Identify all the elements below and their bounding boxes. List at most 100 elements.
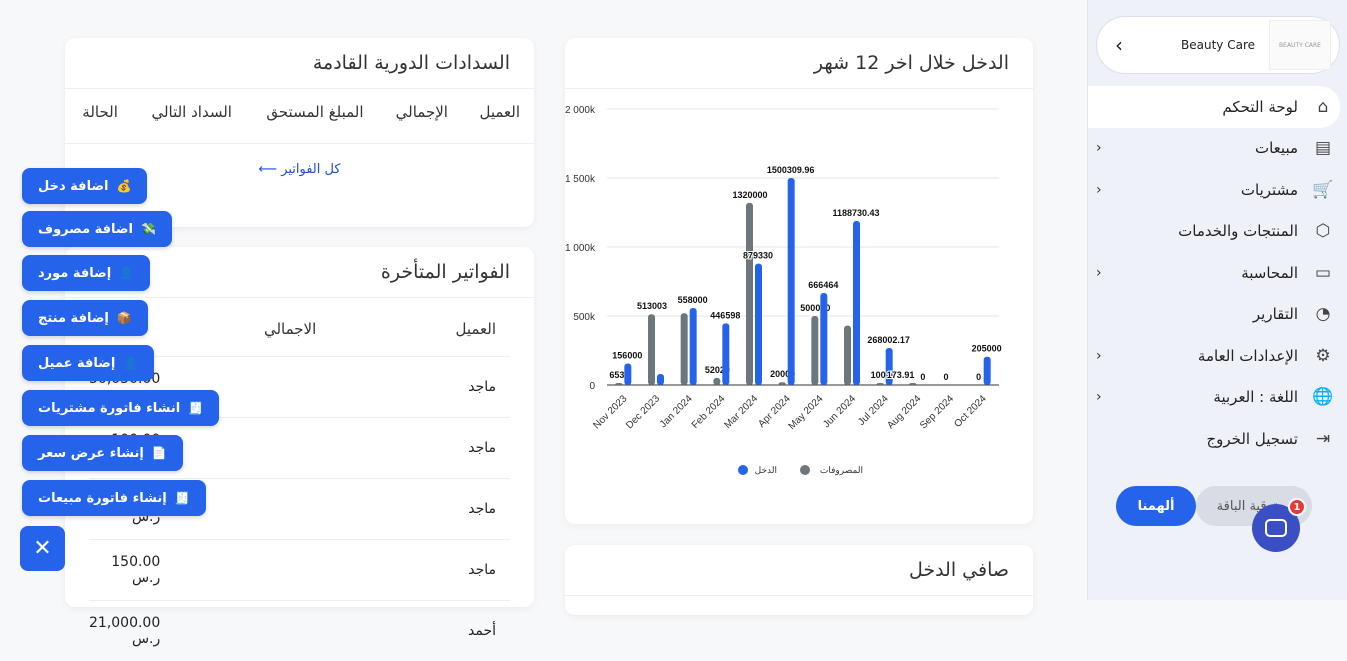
quick-action-button-1[interactable]: 💸 اضافة مصروف bbox=[22, 211, 172, 247]
x-tick-label: May 2024 bbox=[787, 393, 826, 432]
x-tick-label: Sep 2024 bbox=[918, 393, 956, 431]
chevron-icon: ‹ bbox=[1096, 182, 1102, 198]
x-tick-label: Dec 2023 bbox=[624, 393, 662, 431]
action-icon: 📄 bbox=[152, 446, 167, 460]
chevron-icon: ‹ bbox=[1096, 348, 1102, 364]
action-label: إضافة عميل bbox=[38, 356, 115, 371]
action-label: إنشاء فاتورة مبيعات bbox=[38, 491, 167, 506]
nav-label: مشتريات bbox=[1241, 181, 1298, 199]
nav-label: تسجيل الخروج bbox=[1206, 430, 1298, 448]
total-cell: 150.00 ر.س bbox=[89, 540, 330, 601]
bar-expense[interactable] bbox=[681, 313, 688, 385]
client-cell: ماجد bbox=[330, 540, 510, 601]
column-header: الحالة bbox=[65, 89, 132, 135]
bar-expense[interactable] bbox=[844, 326, 851, 385]
chat-launcher-button[interactable]: 1 bbox=[1252, 504, 1300, 552]
sidebar-item-7[interactable]: 🌐اللغة : العربية‹ bbox=[1088, 377, 1347, 419]
upcoming-title: السدادات الدورية القادمة bbox=[65, 38, 534, 89]
bar-income[interactable] bbox=[788, 178, 795, 385]
nav-icon: ⌂ bbox=[1312, 97, 1334, 117]
action-label: انشاء فاتورة مشتريات bbox=[38, 401, 180, 416]
column-header: العميل bbox=[330, 298, 510, 357]
nav-icon: ⇥ bbox=[1312, 429, 1334, 449]
x-tick-label: Jan 2024 bbox=[658, 393, 695, 430]
bar-expense[interactable] bbox=[877, 383, 884, 385]
bar-expense[interactable] bbox=[909, 383, 916, 385]
data-label: 205000 bbox=[972, 344, 1002, 354]
collapse-chevron-icon[interactable]: ‹ bbox=[1115, 33, 1123, 57]
legend-income-marker bbox=[738, 465, 748, 475]
chat-icon bbox=[1265, 519, 1287, 537]
bar-expense[interactable] bbox=[615, 383, 622, 385]
nav-label: المحاسبة bbox=[1241, 264, 1298, 282]
inspire-us-button[interactable]: ألهمنا bbox=[1116, 486, 1196, 526]
action-icon: 🧾 bbox=[175, 491, 190, 505]
quick-action-button-0[interactable]: 💰 اضافة دخل bbox=[22, 168, 147, 204]
nav-label: التقارير bbox=[1253, 305, 1298, 323]
bar-expense[interactable] bbox=[779, 382, 786, 385]
close-actions-button[interactable]: ✕ bbox=[20, 526, 65, 571]
quick-action-button-5[interactable]: 🧾 انشاء فاتورة مشتريات bbox=[22, 390, 219, 426]
column-header: المبلغ المستحق bbox=[246, 89, 378, 135]
x-tick-label: Jun 2024 bbox=[821, 393, 858, 430]
bar-expense[interactable] bbox=[713, 378, 720, 385]
bar-income[interactable] bbox=[722, 323, 729, 385]
nav-label: لوحة التحكم bbox=[1222, 98, 1298, 116]
chart-title: الدخل خلال اخر 12 شهر bbox=[565, 38, 1033, 89]
sidebar-item-0[interactable]: ⌂ لوحة التحكم bbox=[1088, 86, 1340, 128]
sidebar-item-4[interactable]: ▭المحاسبة‹ bbox=[1088, 252, 1347, 294]
all-invoices-link[interactable]: كل الفواتير ⟵ bbox=[258, 162, 340, 177]
nav-icon: ⬡ bbox=[1312, 221, 1334, 241]
data-label: 1500309.96 bbox=[767, 165, 815, 175]
data-label: 1320000 bbox=[732, 190, 767, 200]
action-icon: 🧾 bbox=[188, 401, 203, 415]
y-tick-label: 500k bbox=[573, 312, 596, 323]
bar-expense[interactable] bbox=[811, 316, 818, 385]
client-cell: ماجد bbox=[330, 357, 510, 418]
action-icon: 💰 bbox=[116, 179, 131, 193]
net-title: صافي الدخل bbox=[565, 545, 1033, 596]
action-label: اضافة مصروف bbox=[38, 222, 133, 237]
nav-label: المنتجات والخدمات bbox=[1178, 222, 1298, 240]
legend-income: الدخل bbox=[755, 465, 777, 475]
bar-income[interactable] bbox=[984, 357, 991, 385]
bar-income[interactable] bbox=[624, 363, 631, 385]
bar-expense[interactable] bbox=[648, 314, 655, 385]
x-tick-label: Aug 2024 bbox=[885, 393, 923, 431]
data-label: 558000 bbox=[678, 295, 708, 305]
sidebar-item-3[interactable]: ⬡ المنتجات والخدمات bbox=[1088, 211, 1347, 253]
action-label: إنشاء عرض سعر bbox=[38, 446, 144, 461]
sidebar-item-1[interactable]: ▤مبيعات‹ bbox=[1088, 128, 1347, 170]
nav-icon: ▤ bbox=[1312, 138, 1334, 158]
data-label: 666464 bbox=[808, 280, 838, 290]
nav-icon: ◔ bbox=[1312, 304, 1334, 324]
action-label: اضافة دخل bbox=[38, 179, 108, 194]
bar-income[interactable] bbox=[657, 374, 664, 385]
brand-logo: BEAUTY CARE bbox=[1269, 20, 1331, 70]
action-icon: 💸 bbox=[141, 222, 156, 236]
nav-icon: 🛒 bbox=[1312, 180, 1334, 200]
sidebar-item-6[interactable]: ⚙الإعدادات العامة‹ bbox=[1088, 335, 1347, 377]
bar-expense[interactable] bbox=[746, 203, 753, 385]
net-income-card: صافي الدخل bbox=[565, 545, 1033, 615]
bar-income[interactable] bbox=[853, 221, 860, 385]
bar-income[interactable] bbox=[755, 264, 762, 385]
y-tick-label: 1 500k bbox=[565, 174, 596, 185]
quick-action-button-6[interactable]: 📄 إنشاء عرض سعر bbox=[22, 435, 183, 471]
sidebar-item-8[interactable]: ⇥ تسجيل الخروج bbox=[1088, 418, 1347, 460]
data-label: 173.91 bbox=[887, 370, 915, 380]
bar-income[interactable] bbox=[690, 308, 697, 385]
bar-income[interactable] bbox=[820, 293, 827, 385]
data-label: 0 bbox=[943, 372, 948, 382]
quick-action-button-4[interactable]: 👤إضافة عميل bbox=[22, 345, 154, 381]
quick-action-button-7[interactable]: 🧾 إنشاء فاتورة مبيعات bbox=[22, 480, 206, 516]
data-label: 879330 bbox=[743, 251, 773, 261]
sidebar-item-2[interactable]: 🛒 مشتريات ‹ bbox=[1088, 169, 1347, 211]
sidebar-item-5[interactable]: ◔ التقارير bbox=[1088, 294, 1347, 336]
quick-action-button-3[interactable]: 📦إضافة منتج bbox=[22, 300, 148, 336]
nav-label: مبيعات bbox=[1255, 139, 1298, 157]
y-tick-label: 0 bbox=[589, 381, 595, 392]
quick-action-button-2[interactable]: 👤إضافة مورد bbox=[22, 255, 150, 291]
